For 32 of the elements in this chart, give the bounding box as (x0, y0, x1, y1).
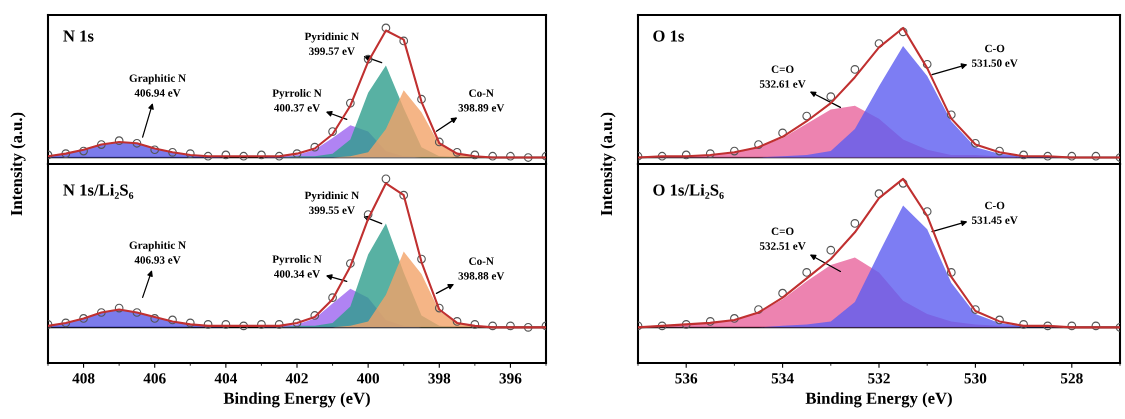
x-tick-label: 398 (428, 373, 451, 384)
annotation: C=O 532.61 eV (759, 65, 806, 88)
x-tick-label: 534 (771, 373, 794, 384)
chart-title: N 1s (63, 30, 94, 42)
x-tick-label: 532 (868, 373, 890, 384)
annotation: Graphitic N 406.93 eV (129, 241, 186, 264)
x-tick-label: 536 (675, 373, 698, 384)
annotation: Co-N 398.88 eV (458, 257, 505, 280)
chart-title: O 1s (653, 30, 684, 42)
x-tick-label: 408 (72, 373, 95, 384)
x-axis-title: Binding Energy (eV) (805, 392, 952, 408)
annotation: Pyridinic N 399.55 eV (304, 191, 360, 215)
y-axis-title: Intensity (a.u.) (600, 112, 616, 216)
x-tick-label: 406 (143, 373, 166, 384)
x-tick-label: 404 (214, 373, 238, 384)
x-tick-label: 400 (356, 373, 380, 384)
x-tick-label: 530 (964, 373, 987, 384)
chart-title: O 1s/Li₂S₆ (653, 183, 724, 199)
chart-title: N 1s/Li₂S₆ (63, 183, 134, 199)
annotation: Co-N 398.89 eV (458, 89, 505, 112)
annotation: Pyrrolic N 400.34 eV (272, 255, 322, 278)
x-tick-label: 528 (1060, 373, 1083, 384)
y-axis-title: Intensity (a.u.) (10, 112, 26, 216)
annotation: Pyridinic N 399.57 eV (304, 32, 360, 56)
annotation: Pyrrolic N 400.37 eV (272, 89, 322, 112)
annotation: Graphitic N 406.94 eV (129, 74, 186, 97)
x-tick-label: 402 (285, 373, 308, 384)
annotation: C-O 531.45 eV (971, 201, 1018, 224)
x-tick-label: 396 (499, 373, 522, 384)
x-axis-title: Binding Energy (eV) (223, 392, 370, 408)
annotation: C=O 532.51 eV (759, 227, 806, 250)
annotation: C-O 531.50 eV (971, 44, 1018, 67)
